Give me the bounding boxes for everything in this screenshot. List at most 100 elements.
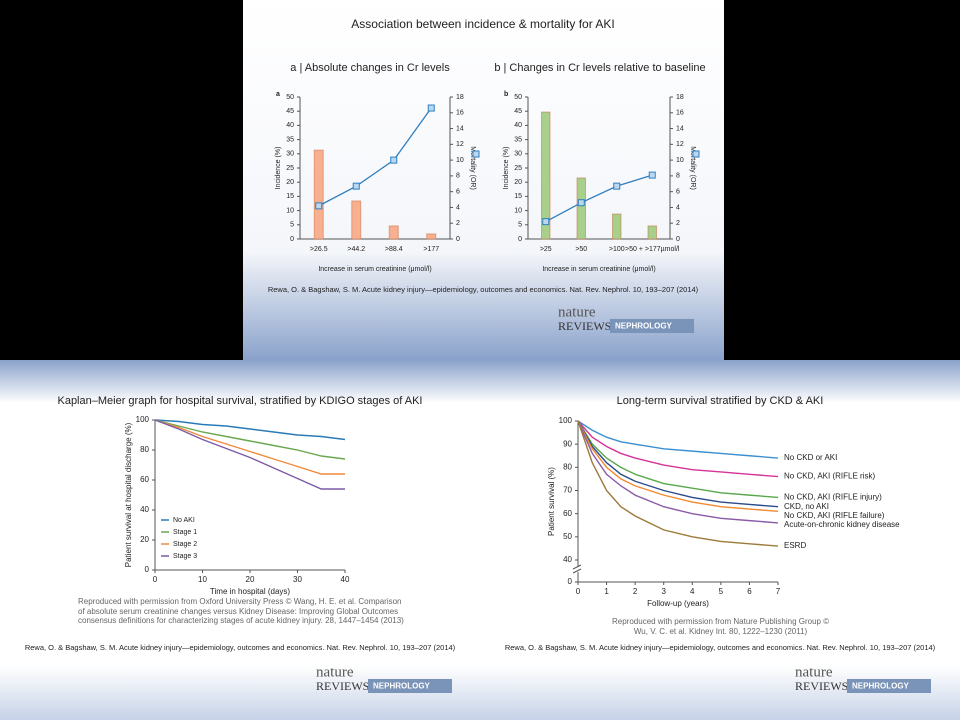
y2-tick-label: 4 <box>676 204 680 211</box>
legend-marker <box>472 150 480 158</box>
y-tick-label: 60 <box>140 475 149 484</box>
y-tick-label: 20 <box>286 179 294 186</box>
y-tick-label: 80 <box>563 462 572 471</box>
line-marker <box>648 171 656 179</box>
series-line <box>154 419 345 475</box>
logo-box <box>610 319 694 333</box>
x-tick-label: 20 <box>246 575 255 584</box>
legend-label: CKD, no AKI <box>784 502 829 511</box>
legend-label: No CKD, AKI (RIFLE failure) <box>784 511 885 520</box>
line-marker <box>315 202 323 210</box>
y-tick-label: 90 <box>563 439 572 448</box>
y-tick-label: 40 <box>563 555 572 564</box>
series-line <box>577 420 779 524</box>
credit-line: Reproduced with permission from Oxford U… <box>78 597 402 606</box>
bar <box>540 111 551 240</box>
y2-tick-label: 6 <box>676 189 680 196</box>
logo-text: REVIEWS <box>795 679 848 693</box>
y-tick-label: 50 <box>514 94 522 101</box>
logo: nature REVIEWS NEPHROLOGY <box>558 304 694 333</box>
y2-tick-label: 14 <box>456 125 464 132</box>
x-axis-label: Increase in serum creatinine (μmol/l) <box>318 266 431 273</box>
credit-line: Reproduced with permission from Nature P… <box>612 617 830 626</box>
chart-title: Kaplan–Meier graph for hospital survival… <box>57 395 422 407</box>
x-tick-label: 0 <box>576 587 581 596</box>
y-tick-label: 60 <box>563 509 572 518</box>
logo-box <box>847 679 931 693</box>
x-tick-label: >44.2 <box>347 246 365 253</box>
y2-axis-label: Mortality (OR) <box>469 146 476 190</box>
y-axis-label: Incidence (%) <box>275 147 282 190</box>
y-axis-label: Patient survival (%) <box>547 467 556 536</box>
y-tick-label: 40 <box>514 122 522 129</box>
x-tick-label: >177 <box>423 246 439 253</box>
credit-line: Wu, V. C. et al. Kidney Int. 80, 1222–12… <box>633 626 808 636</box>
y2-tick-label: 0 <box>676 236 680 243</box>
bar <box>388 225 399 240</box>
y2-tick-label: 10 <box>456 157 464 164</box>
y-tick-label: 0 <box>145 565 150 574</box>
chart-title: Long-term survival stratified by CKD & A… <box>617 395 824 407</box>
y2-tick-label: 8 <box>676 173 680 180</box>
bar <box>426 233 437 240</box>
legend-label: ESRD <box>784 541 806 550</box>
series-line <box>154 419 346 460</box>
y-tick-label: 80 <box>140 445 149 454</box>
citation: Rewa, O. & Bagshaw, S. M. Acute kidney i… <box>268 285 699 294</box>
axis-break <box>573 567 583 572</box>
x-tick-label: 4 <box>690 587 695 596</box>
y-tick-label: 45 <box>514 108 522 115</box>
y-tick-label: 30 <box>514 151 522 158</box>
y-tick-label: 0 <box>568 577 573 586</box>
axis-break <box>572 564 582 574</box>
bar <box>611 213 622 240</box>
x-axis-label: Time in hospital (days) <box>210 587 291 596</box>
y-tick-label: 45 <box>286 108 294 115</box>
logo-box <box>368 679 452 693</box>
x-axis-label: Increase in serum creatinine (μmol/l) <box>542 266 655 273</box>
series-line <box>577 420 779 478</box>
y2-tick-label: 6 <box>456 189 460 196</box>
x-tick-label: >88.4 <box>385 246 403 253</box>
line-marker <box>613 182 621 190</box>
panel-label: b <box>504 91 508 98</box>
y2-tick-label: 18 <box>676 94 684 101</box>
series-line <box>577 420 779 508</box>
citation: Rewa, O. & Bagshaw, S. M. Acute kidney i… <box>505 643 936 652</box>
line-marker <box>427 104 435 112</box>
logo-text: nature <box>795 664 833 680</box>
y-tick-label: 25 <box>514 165 522 172</box>
y-tick-label: 35 <box>286 136 294 143</box>
legend-label: No CKD, AKI (RIFLE risk) <box>784 472 875 481</box>
y-tick-label: 20 <box>140 535 149 544</box>
y-tick-label: 10 <box>514 207 522 214</box>
legend-label: Stage 1 <box>173 529 197 536</box>
series-line <box>577 420 779 459</box>
y2-tick-label: 2 <box>456 220 460 227</box>
x-tick-label: >26.5 <box>310 246 328 253</box>
credit: Reproduced with permission from Nature P… <box>612 617 829 636</box>
y-tick-label: 50 <box>563 532 572 541</box>
y2-tick-label: 12 <box>676 141 684 148</box>
logo: nature REVIEWS NEPHROLOGY <box>795 664 931 693</box>
y-tick-label: 5 <box>290 222 294 229</box>
x-tick-label: 2 <box>633 587 638 596</box>
y2-tick-label: 4 <box>456 204 460 211</box>
bar <box>313 149 324 240</box>
y-tick-label: 70 <box>563 486 572 495</box>
series-line <box>154 419 346 441</box>
logo-text: nature <box>558 304 596 320</box>
x-tick-label: 7 <box>776 587 781 596</box>
logo-text: nature <box>316 664 354 680</box>
series-line <box>154 419 345 490</box>
series-line <box>545 174 653 223</box>
logo-text: NEPHROLOGY <box>615 322 673 331</box>
y2-tick-label: 16 <box>456 110 464 117</box>
legend-label: No AKI <box>173 517 195 524</box>
y2-tick-label: 8 <box>456 173 460 180</box>
x-tick-label: >50 + >177µmol/l <box>625 246 680 253</box>
credit-line: of absolute serum creatinine changes ver… <box>78 606 399 616</box>
legend-marker <box>692 150 700 158</box>
y-tick-label: 20 <box>514 179 522 186</box>
